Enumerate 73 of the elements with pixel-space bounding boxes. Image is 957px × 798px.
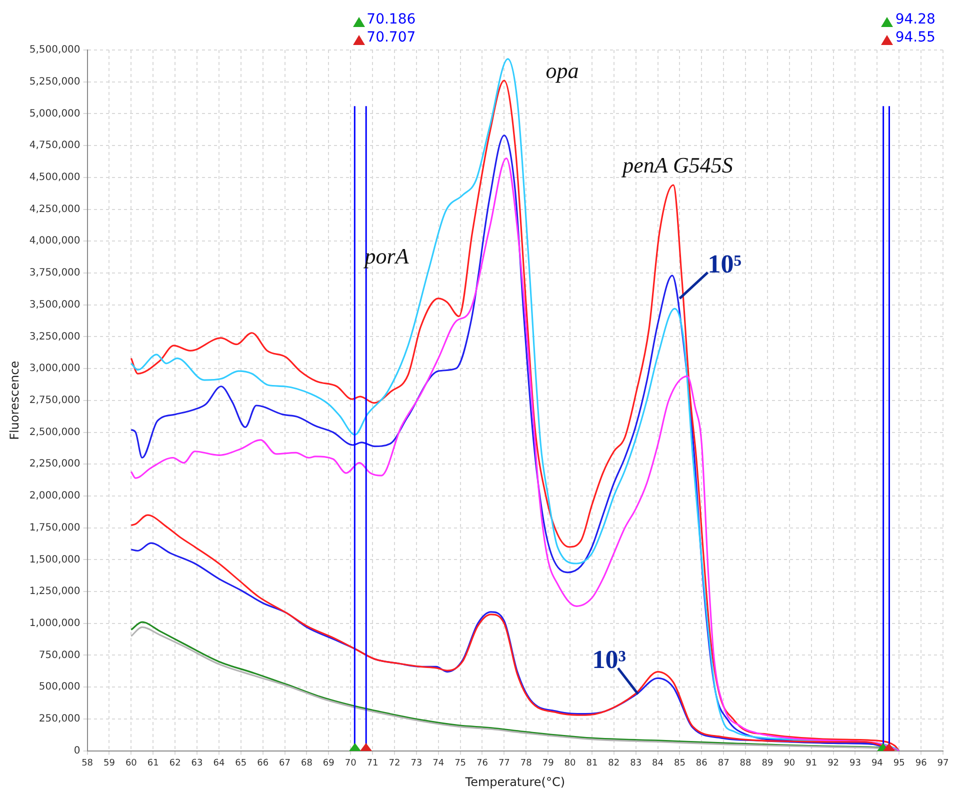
x-tick-label: 88: [740, 758, 752, 769]
y-tick-label: 1,000,000: [29, 618, 80, 629]
x-tick-label: 80: [564, 758, 576, 769]
x-tick-label: 78: [520, 758, 532, 769]
y-tick-label: 2,250,000: [29, 458, 80, 470]
y-tick-label: 2,500,000: [29, 426, 80, 438]
x-tick-label: 67: [279, 758, 290, 769]
x-axis-title: Temperature(°C): [464, 774, 566, 789]
x-tick-label: 71: [366, 758, 378, 769]
x-tick-label: 72: [388, 758, 400, 769]
annotation: 10⁵: [708, 249, 742, 278]
x-tick-label: 63: [191, 758, 203, 769]
x-tick-label: 62: [169, 758, 181, 769]
x-tick-label: 73: [410, 758, 422, 769]
ref-line-label: 70.186: [366, 12, 416, 28]
x-tick-label: 85: [674, 758, 686, 769]
ref-line-label: 70.707: [366, 30, 416, 46]
annotation: 10³: [592, 645, 626, 674]
x-tick-label: 95: [893, 758, 905, 769]
x-tick-label: 77: [498, 758, 510, 769]
x-tick-label: 89: [762, 758, 774, 769]
y-tick-label: 2,000,000: [29, 490, 80, 502]
y-tick-label: 500,000: [38, 682, 80, 693]
x-tick-label: 69: [322, 758, 335, 769]
x-tick-label: 83: [630, 758, 642, 769]
x-tick-label: 58: [82, 758, 94, 769]
x-tick-label: 74: [432, 758, 444, 769]
y-tick-label: 3,000,000: [29, 363, 80, 374]
y-tick-label: 1,500,000: [29, 554, 80, 566]
y-tick-label: 4,750,000: [29, 140, 80, 152]
x-tick-label: 79: [542, 758, 554, 769]
x-tick-label: 93: [850, 758, 861, 769]
x-tick-label: 82: [608, 758, 620, 769]
y-tick-label: 5,250,000: [29, 76, 80, 88]
y-tick-label: 4,500,000: [29, 172, 80, 184]
y-tick-label: 5,000,000: [29, 108, 80, 120]
x-tick-label: 86: [696, 758, 708, 769]
y-tick-label: 2,750,000: [29, 394, 80, 406]
x-tick-label: 97: [937, 758, 949, 769]
y-tick-label: 750,000: [38, 650, 80, 661]
x-tick-label: 92: [828, 758, 840, 769]
x-tick-label: 70: [344, 758, 357, 769]
y-tick-label: 1,750,000: [29, 522, 80, 534]
x-tick-label: 76: [476, 758, 488, 769]
y-axis-title: Fluorescence: [7, 360, 22, 440]
annotation: penA G545S: [620, 152, 733, 178]
ref-line-label: 94.28: [895, 12, 936, 28]
x-tick-label: 60: [125, 758, 138, 769]
x-tick-label: 65: [235, 758, 247, 769]
y-tick-label: 4,000,000: [29, 236, 80, 247]
y-tick-label: 0: [74, 745, 80, 756]
y-tick-label: 3,500,000: [29, 299, 80, 310]
annotation: opa: [546, 58, 579, 84]
x-tick-label: 96: [915, 758, 928, 769]
x-tick-label: 75: [454, 758, 466, 769]
x-tick-label: 94: [871, 758, 884, 769]
x-tick-label: 66: [257, 758, 269, 769]
y-tick-label: 5,500,000: [29, 44, 80, 56]
x-tick-label: 87: [718, 758, 730, 769]
ref-line-label: 94.55: [895, 30, 936, 46]
x-tick-label: 61: [147, 758, 159, 769]
y-tick-label: 1,250,000: [29, 586, 80, 598]
x-tick-label: 59: [104, 758, 116, 769]
y-tick-label: 4,250,000: [29, 204, 80, 215]
x-tick-label: 68: [300, 758, 313, 769]
x-tick-label: 90: [784, 758, 796, 769]
y-tick-label: 3,750,000: [29, 268, 80, 279]
y-tick-label: 3,250,000: [29, 331, 80, 342]
x-tick-label: 64: [213, 758, 225, 769]
x-tick-label: 84: [652, 758, 664, 769]
x-tick-label: 91: [806, 758, 818, 769]
y-tick-label: 250,000: [38, 714, 80, 725]
x-tick-label: 81: [586, 758, 598, 769]
